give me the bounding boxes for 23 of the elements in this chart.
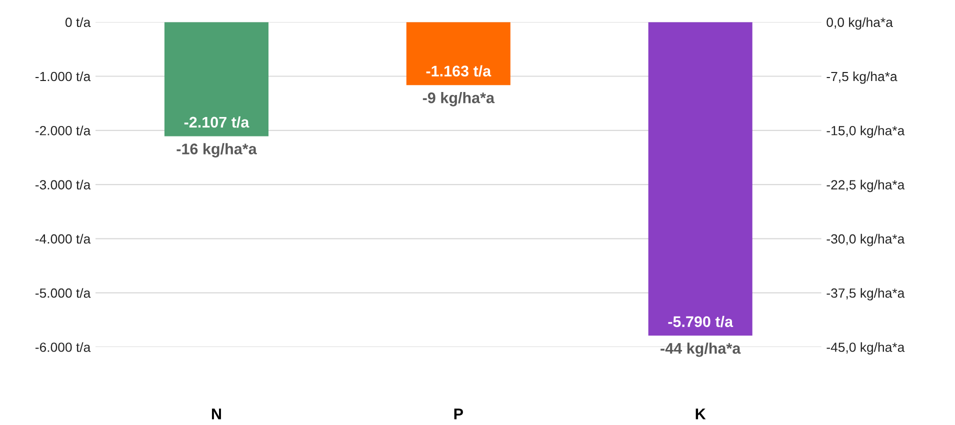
y2-tick-label: -30,0 kg/ha*a bbox=[826, 234, 905, 246]
y2-tick-label: 0,0 kg/ha*a bbox=[826, 17, 893, 30]
data-label: -1.163 t/a bbox=[426, 65, 492, 77]
data-label: -5.790 t/a bbox=[668, 316, 734, 328]
data-label: -2.107 t/a bbox=[184, 116, 250, 128]
x-tick-label: P bbox=[454, 408, 463, 420]
y2-tick-label: -37,5 kg/ha*a bbox=[826, 288, 905, 300]
y-tick-label: -4.000 t/a bbox=[35, 234, 91, 244]
x-tick-label: N bbox=[212, 408, 221, 420]
annotation: -44 kg/ha*a bbox=[660, 342, 741, 357]
y-tick-label: -5.000 t/a bbox=[35, 288, 91, 298]
y-tick-label: -6.000 t/a bbox=[35, 342, 91, 352]
x-tick-label: K bbox=[696, 408, 706, 420]
y2-tick-label: -15,0 kg/ha*a bbox=[826, 126, 905, 138]
y-tick-label: -2.000 t/a bbox=[35, 126, 91, 136]
y-tick-label: 0 t/a bbox=[65, 17, 91, 28]
y-tick-label: -3.000 t/a bbox=[35, 180, 91, 190]
y2-tick-label: -7,5 kg/ha*a bbox=[826, 71, 898, 84]
y-tick-label: -1.000 t/a bbox=[35, 71, 91, 82]
annotation: -16 kg/ha*a bbox=[176, 143, 257, 158]
annotation: -9 kg/ha*a bbox=[422, 92, 495, 106]
y2-tick-label: -45,0 kg/ha*a bbox=[826, 342, 905, 355]
y2-tick-label: -22,5 kg/ha*a bbox=[826, 180, 905, 192]
